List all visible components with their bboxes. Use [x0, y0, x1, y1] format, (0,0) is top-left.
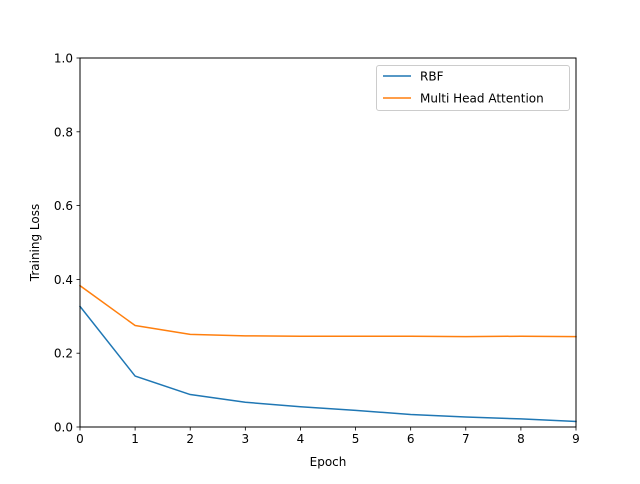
legend: RBF Multi Head Attention [376, 65, 570, 111]
series-line-1 [78, 305, 577, 423]
series-line-2 [78, 284, 577, 338]
series-layer [78, 284, 577, 423]
x-tick-label: 8 [517, 432, 525, 446]
legend-box [376, 65, 570, 111]
y-tick-label: 0.0 [54, 421, 73, 435]
y-tick-label: 0.2 [54, 347, 73, 361]
y-tick-label: 0.6 [54, 199, 73, 213]
x-tick-label: 6 [407, 432, 415, 446]
x-tick-label: 1 [131, 432, 139, 446]
y-axis-label: Training Loss [28, 204, 42, 282]
x-axis-label: Epoch [310, 455, 347, 469]
y-axis-ticks: 0.0 0.2 0.4 0.6 0.8 1.0 [54, 52, 80, 435]
legend-label-2: Multi Head Attention [420, 92, 544, 106]
x-tick-label: 7 [462, 432, 470, 446]
x-tick-label: 0 [76, 432, 84, 446]
x-tick-label: 3 [242, 432, 250, 446]
x-axis-ticks: 0 1 2 3 4 5 6 7 8 9 [76, 427, 580, 446]
x-tick-label: 4 [297, 432, 305, 446]
y-tick-label: 0.4 [54, 273, 73, 287]
y-tick-label: 0.8 [54, 125, 73, 139]
plot-frame [79, 57, 577, 428]
x-tick-label: 9 [572, 432, 580, 446]
x-tick-label: 2 [186, 432, 194, 446]
y-tick-label: 1.0 [54, 52, 73, 66]
x-tick-label: 5 [352, 432, 360, 446]
legend-label-1: RBF [420, 70, 444, 84]
